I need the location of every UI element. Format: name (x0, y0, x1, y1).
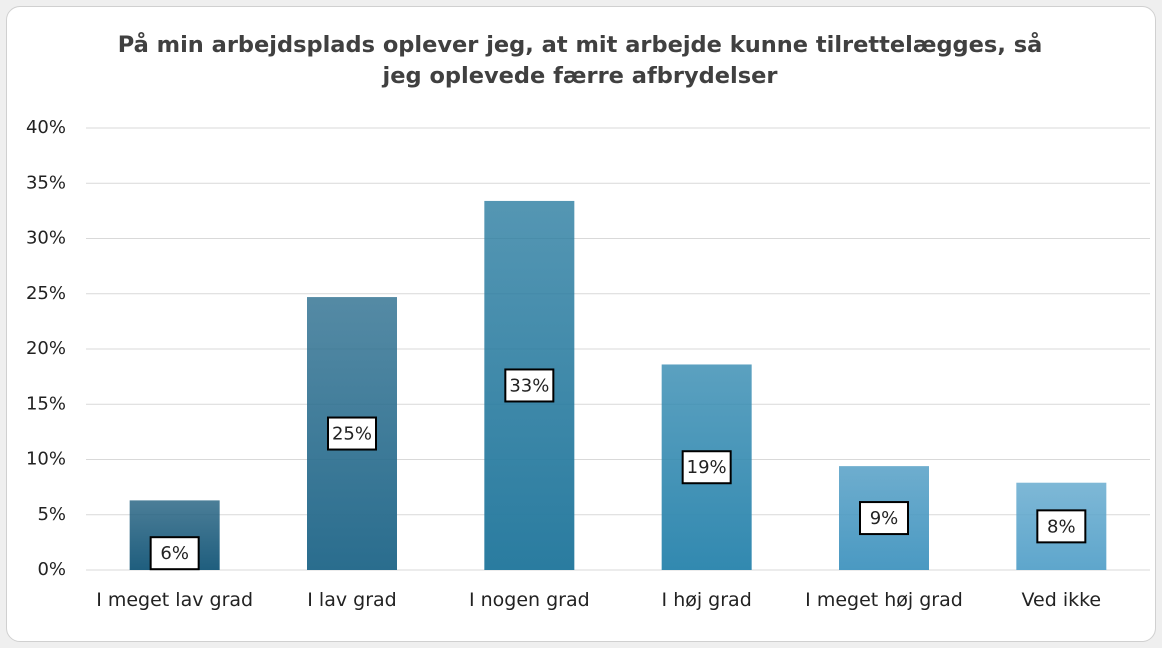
y-tick-label: 20% (26, 338, 66, 359)
value-label-box (681, 450, 732, 485)
x-tick-label: I høj grad (661, 589, 752, 611)
value-label-box (327, 416, 377, 451)
y-tick-label: 0% (37, 559, 66, 580)
value-label: 8% (1047, 516, 1076, 537)
y-tick-label: 25% (26, 283, 66, 304)
x-tick-label: I nogen grad (468, 589, 590, 611)
value-label: 19% (687, 457, 727, 478)
y-tick-label: 30% (26, 228, 66, 249)
x-tick-label: Ved ikke (1021, 589, 1102, 611)
y-tick-label: 15% (26, 393, 66, 414)
value-label-box (149, 536, 200, 571)
chart-title: På min arbejdsplads oplever jeg, at mit … (117, 32, 1043, 89)
value-label: 9% (870, 508, 899, 529)
value-label: 6% (160, 543, 189, 564)
value-label-box (504, 368, 555, 403)
value-label: 33% (509, 375, 549, 396)
value-label: 25% (332, 424, 372, 445)
x-tick-label: I lav grad (307, 589, 397, 611)
y-tick-label: 35% (26, 172, 66, 193)
x-tick-label: I meget lav grad (96, 589, 254, 611)
y-tick-label: 10% (26, 449, 66, 470)
y-tick-label: 40% (26, 117, 66, 138)
value-label-box (859, 501, 909, 536)
y-tick-label: 5% (37, 504, 66, 525)
x-tick-label: I meget høj grad (805, 589, 963, 611)
value-label-box (1036, 509, 1087, 544)
